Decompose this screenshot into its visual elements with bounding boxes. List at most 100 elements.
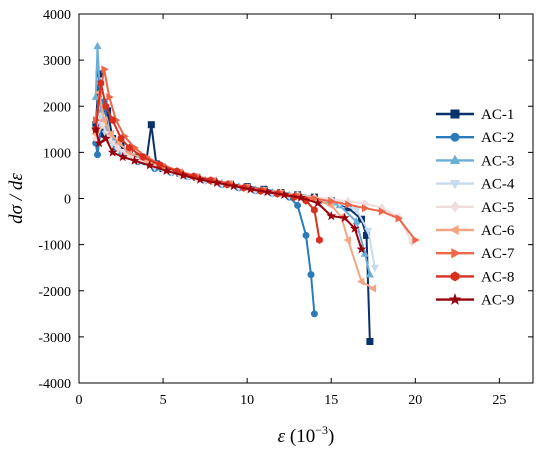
- data-point: [126, 143, 133, 152]
- legend-item-ac-7: AC-7: [436, 246, 515, 262]
- y-tick-label: 4000: [43, 8, 71, 23]
- y-tick-label: 1000: [43, 146, 71, 161]
- y-tick-label: 3000: [43, 54, 71, 69]
- legend-marker: [449, 224, 459, 236]
- data-point: [211, 177, 222, 188]
- data-point: [360, 249, 369, 257]
- data-point: [97, 79, 105, 88]
- data-point: [364, 227, 373, 236]
- x-tick-label: 15: [324, 393, 338, 408]
- data-point: [161, 165, 172, 176]
- x-tick-label: 20: [408, 393, 422, 408]
- data-point: [245, 184, 256, 194]
- data-point: [91, 92, 100, 100]
- data-point: [94, 137, 105, 148]
- data-point: [343, 235, 351, 245]
- x-axis-exponent: −3: [315, 423, 328, 437]
- x-tick-label: 10: [240, 393, 254, 408]
- data-point: [129, 155, 140, 165]
- legend-item-ac-3: AC-3: [436, 153, 514, 169]
- legend-marker: [450, 109, 460, 119]
- legend-marker: [450, 201, 460, 213]
- legend-marker: [450, 132, 460, 142]
- data-point: [370, 264, 379, 273]
- data-point: [279, 189, 290, 200]
- data-point: [361, 204, 370, 213]
- data-point: [109, 116, 116, 124]
- data-point: [378, 207, 387, 216]
- data-point: [311, 206, 318, 214]
- legend-marker: [448, 293, 462, 305]
- y-tick-label: -2000: [38, 285, 71, 300]
- data-point: [117, 151, 128, 162]
- legend-label: AC-1: [481, 107, 514, 123]
- legend-item-ac-5: AC-5: [436, 200, 514, 216]
- data-point: [117, 134, 125, 143]
- data-point: [93, 41, 102, 50]
- legend-marker: [449, 179, 461, 190]
- legend-item-ac-1: AC-1: [436, 107, 514, 123]
- data-point: [356, 244, 367, 254]
- x-axis-close: ): [328, 426, 334, 447]
- data-point: [101, 65, 109, 74]
- data-point: [106, 129, 114, 138]
- data-point: [352, 207, 361, 215]
- legend-item-ac-4: AC-4: [436, 177, 515, 193]
- data-point: [262, 186, 273, 197]
- data-point: [195, 174, 206, 184]
- data-point: [339, 212, 350, 223]
- data-point: [328, 197, 336, 206]
- legend-marker: [450, 271, 460, 282]
- data-point: [395, 214, 403, 223]
- legend: AC-1 AC-2 AC-3 AC-4 AC-5 AC-6 AC-7 AC-8 AC-9: [436, 107, 515, 309]
- x-tick-label: 5: [160, 393, 167, 408]
- data-point: [90, 124, 101, 134]
- x-tick-label: 0: [76, 393, 83, 408]
- data-point: [98, 120, 107, 130]
- data-point: [294, 201, 302, 209]
- data-point: [144, 160, 155, 170]
- data-point: [228, 180, 239, 191]
- data-point: [366, 337, 374, 345]
- data-point: [107, 147, 118, 157]
- data-point: [352, 217, 361, 225]
- y-tick-label: 2000: [43, 100, 71, 115]
- data-point: [357, 277, 365, 286]
- legend-marker: [451, 248, 461, 259]
- axes-layer: 0 5 10 15 20 25 4000 3000 2000 1000 0 -1000 -2000 -30…: [38, 8, 533, 408]
- x-axis-label: ε (10−3): [278, 423, 335, 447]
- legend-item-ac-6: AC-6: [436, 223, 515, 239]
- data-point: [295, 192, 306, 202]
- data-point: [307, 271, 315, 279]
- data-point: [312, 197, 323, 208]
- y-tick-label: -3000: [38, 331, 71, 346]
- series-ac-9: [90, 124, 367, 254]
- legend-marker: [449, 154, 461, 165]
- data-point: [326, 210, 337, 221]
- y-tick-label: 0: [64, 193, 71, 208]
- data-point: [93, 151, 101, 159]
- legend-item-ac-2: AC-2: [436, 130, 514, 146]
- data-point: [310, 310, 318, 318]
- data-point: [349, 223, 360, 233]
- data-point: [412, 235, 420, 245]
- data-point: [368, 284, 377, 293]
- y-tick-label: -4000: [38, 377, 71, 392]
- data-point: [345, 200, 353, 209]
- data-point: [302, 231, 310, 239]
- y-tick-label: -1000: [38, 239, 71, 254]
- data-point: [316, 236, 323, 244]
- data-point: [114, 143, 122, 153]
- x-axis-unit: (10: [285, 426, 315, 447]
- legend-label: AC-5: [481, 200, 514, 216]
- data-point: [365, 270, 374, 278]
- data-point: [178, 170, 189, 180]
- legend-label: AC-6: [481, 223, 515, 239]
- data-point: [311, 194, 319, 203]
- data-point: [147, 121, 155, 129]
- x-tick-label: 25: [492, 393, 506, 408]
- data-point: [139, 153, 147, 161]
- legend-label: AC-8: [481, 269, 514, 285]
- data-point: [102, 102, 110, 111]
